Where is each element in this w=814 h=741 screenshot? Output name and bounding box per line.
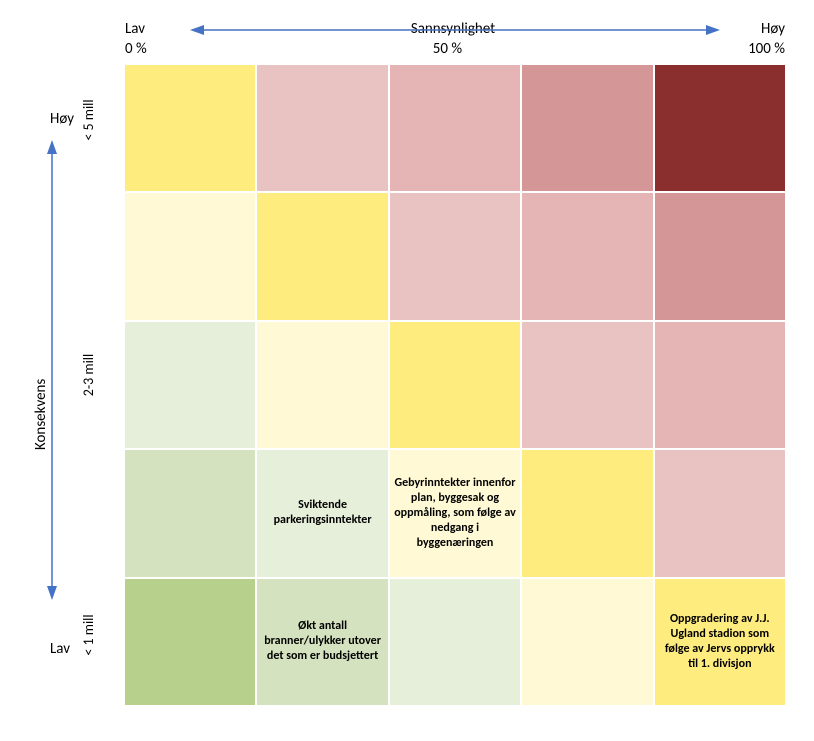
x-axis-arrow	[190, 22, 720, 38]
matrix-cell	[125, 579, 255, 705]
matrix-cell	[655, 450, 785, 576]
matrix-cell: Oppgradering av J.J. Ugland stadion som …	[655, 579, 785, 705]
matrix-cell	[125, 65, 255, 191]
matrix-cell	[655, 193, 785, 319]
matrix-cell	[125, 193, 255, 319]
matrix-grid: Sviktende parkeringsinntekterGebyrinntek…	[125, 65, 785, 705]
x-axis-high-label: Høy	[761, 20, 785, 38]
matrix-cell	[257, 322, 387, 448]
matrix-cell	[257, 193, 387, 319]
matrix-cell	[390, 322, 520, 448]
matrix-cell	[522, 450, 652, 576]
y-axis-arrow	[44, 140, 60, 600]
x-axis-ticks: 0 % 50 % 100 %	[125, 40, 785, 58]
matrix-cell: Gebyrinntekter innenfor plan, byggesak o…	[390, 450, 520, 576]
matrix-cell	[125, 450, 255, 576]
matrix-cell	[655, 322, 785, 448]
y-row-label-2: 2-3 mill	[80, 310, 97, 440]
matrix-cell	[125, 322, 255, 448]
risk-matrix: Lav Sannsynlighet Høy 0 % 50 % 100 % Kon…	[20, 20, 794, 720]
x-axis-low-label: Lav	[125, 20, 145, 38]
matrix-cell	[522, 322, 652, 448]
x-tick-0: 0 %	[125, 40, 147, 58]
y-axis-low-label: Lav	[50, 640, 70, 658]
matrix-cell	[390, 579, 520, 705]
y-row-label-0: < 5 mill	[80, 55, 97, 185]
matrix-cell	[390, 193, 520, 319]
y-row-label-4: < 1 mill	[80, 570, 97, 700]
matrix-cell	[522, 65, 652, 191]
y-axis-high-label: Høy	[50, 110, 74, 128]
x-tick-2: 100 %	[748, 40, 785, 58]
matrix-cell: Økt antall branner/ulykker utover det so…	[257, 579, 387, 705]
x-tick-1: 50 %	[433, 40, 462, 58]
matrix-cell	[655, 65, 785, 191]
matrix-cell	[390, 65, 520, 191]
matrix-cell	[522, 193, 652, 319]
matrix-cell: Sviktende parkeringsinntekter	[257, 450, 387, 576]
matrix-cell	[522, 579, 652, 705]
matrix-cell	[257, 65, 387, 191]
